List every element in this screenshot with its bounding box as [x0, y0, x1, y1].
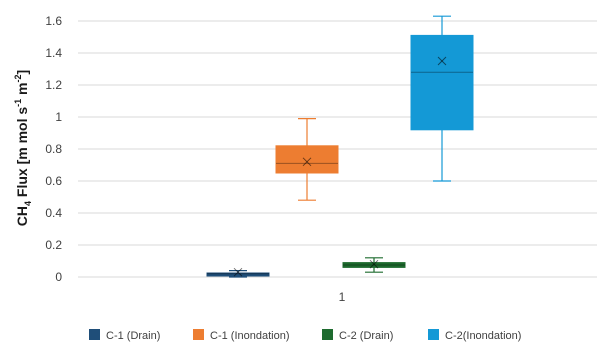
mean-marker — [302, 157, 312, 167]
y-tick-label: 0.4 — [45, 206, 62, 220]
iqr-box — [410, 34, 474, 131]
y-label-sup1: -1 — [13, 99, 23, 107]
legend-item: C-2(Inondation) — [428, 329, 521, 342]
y-label-main: CH — [14, 206, 30, 226]
legend-swatch — [322, 329, 333, 340]
y-tick-label: 1 — [55, 110, 62, 124]
y-label-sub: 4 — [23, 201, 33, 206]
y-tick-labels: 0 0.2 0.4 0.6 0.8 1 1.2 1.4 1.6 — [45, 14, 62, 284]
iqr-box — [206, 272, 270, 277]
legend-item: C-2 (Drain) — [322, 329, 393, 342]
legend-swatch — [89, 329, 100, 340]
iqr-box — [342, 262, 406, 268]
y-tick-label: 0 — [55, 270, 62, 284]
box-3 — [342, 257, 406, 273]
y-tick-label: 0.6 — [45, 174, 62, 188]
legend-swatch — [428, 329, 439, 340]
legend-item: C-1 (Drain) — [89, 329, 160, 342]
box-series — [206, 15, 474, 278]
y-tick-label: 1.2 — [45, 78, 62, 92]
iqr-box — [275, 145, 339, 174]
legend-swatch — [193, 329, 204, 340]
legend-label: C-2 (Drain) — [339, 330, 393, 342]
y-tick-label: 0.2 — [45, 238, 62, 252]
y-axis-label: CH4 Flux [m mol s-1 m-2] — [13, 70, 33, 226]
legend-label: C-2(Inondation) — [445, 330, 521, 342]
x-tick-labels: 1 — [339, 290, 346, 304]
y-tick-label: 0.8 — [45, 142, 62, 156]
x-tick-label: 1 — [339, 290, 346, 304]
legend-label: C-1 (Inondation) — [210, 330, 290, 342]
legend: C-1 (Drain) C-1 (Inondation) C-2 (Drain) C-… — [89, 329, 521, 342]
y-label-mid: m — [14, 82, 30, 98]
mean-marker — [437, 56, 447, 66]
box-4 — [410, 15, 474, 182]
mean-marker — [369, 259, 379, 269]
legend-label: C-1 (Drain) — [106, 330, 160, 342]
y-tick-label: 1.6 — [45, 14, 62, 28]
y-label-end: ] — [14, 70, 30, 75]
legend-item: C-1 (Inondation) — [193, 329, 290, 342]
y-tick-label: 1.4 — [45, 46, 62, 60]
y-label-sup2: -2 — [13, 74, 23, 82]
box-1 — [206, 267, 270, 278]
y-label-rest: Flux [m mol s — [14, 107, 30, 201]
mean-marker — [233, 267, 243, 277]
box-2 — [275, 117, 339, 201]
